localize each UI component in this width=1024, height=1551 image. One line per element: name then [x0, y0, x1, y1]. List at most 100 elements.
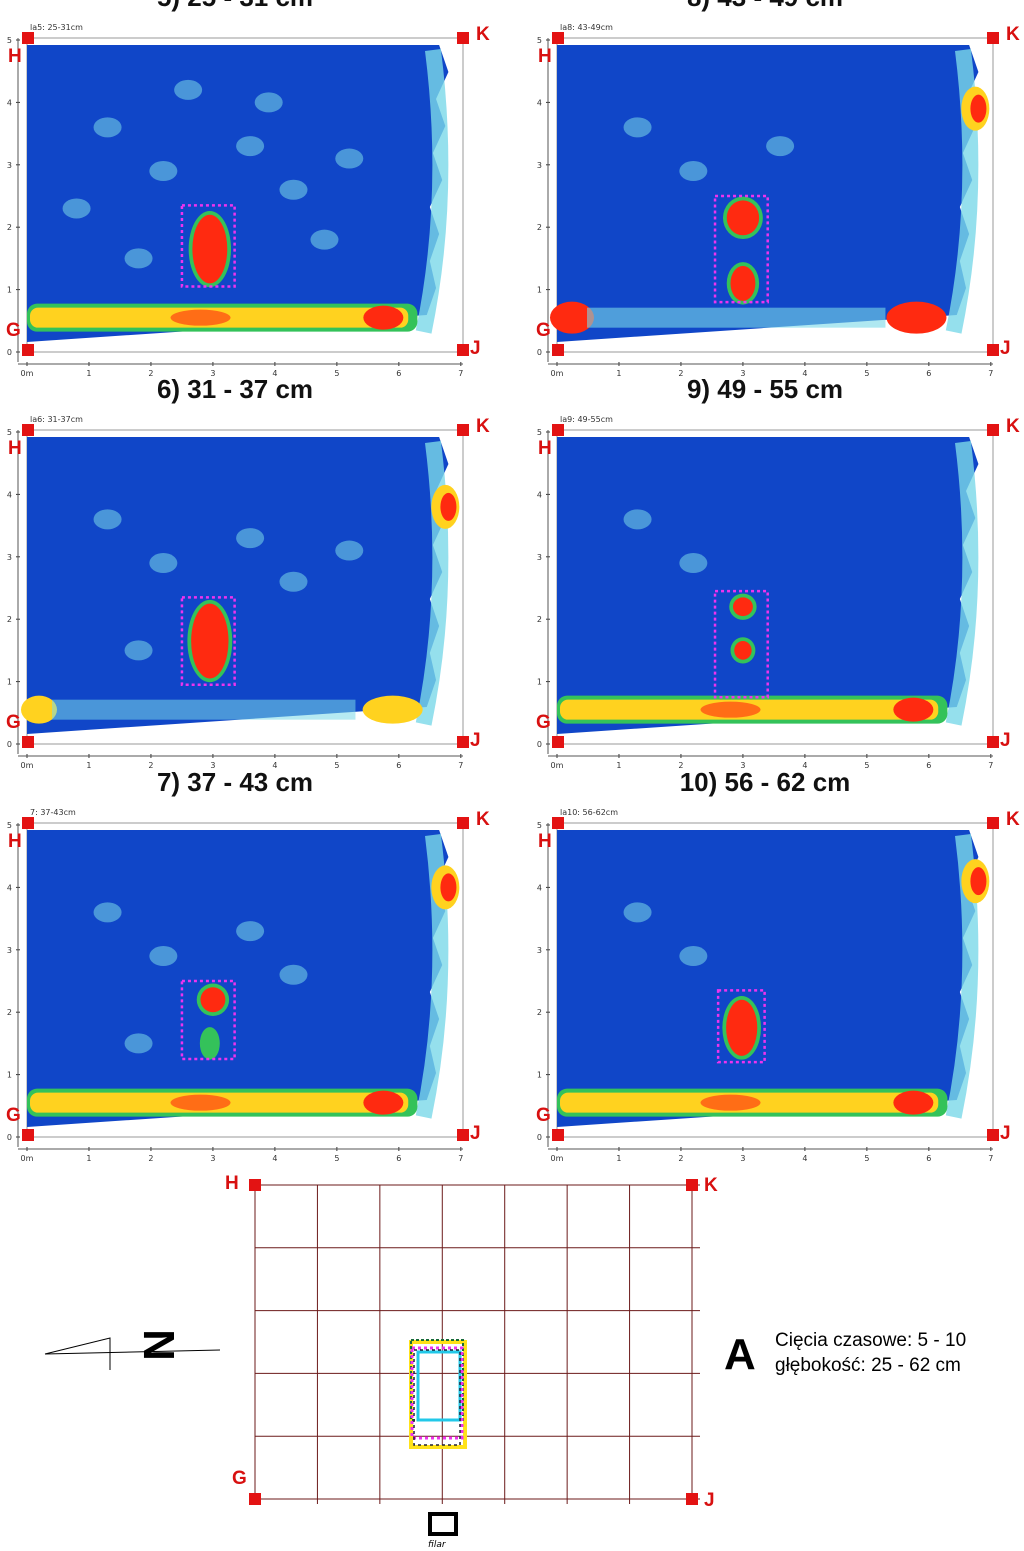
- panel-slice-7: 7) 37 - 43 cm 0m 1 2 3 4 5 6 7 0 1 2 3 4 5 7: 37-43cm: [0, 767, 470, 1170]
- corner-label: H: [8, 831, 22, 852]
- edge-band: [945, 440, 979, 726]
- corner-marker: [22, 817, 34, 829]
- low-anomaly: [124, 640, 153, 661]
- corner-label: G: [6, 712, 21, 733]
- corner-label: K: [476, 416, 490, 437]
- low-anomaly: [93, 902, 122, 923]
- overview-corner-g: G: [232, 1468, 247, 1489]
- y-tick-label: 3: [7, 946, 12, 955]
- y-tick-label: 0: [537, 1133, 542, 1142]
- heat-field: [27, 830, 449, 1127]
- x-tick-label: 2: [678, 761, 683, 770]
- bottom-peak: [893, 1090, 934, 1115]
- corner-marker: [22, 424, 34, 436]
- x-tick-label: 2: [148, 369, 153, 378]
- x-tick-label: 7: [458, 1154, 463, 1163]
- anomaly-core: [726, 999, 758, 1056]
- low-anomaly: [62, 198, 91, 219]
- bottom-peak: [21, 695, 57, 724]
- x-tick-label: 6: [396, 369, 401, 378]
- panel-title: 6) 31 - 37 cm: [156, 374, 314, 404]
- outline-yellow: [409, 1340, 467, 1449]
- x-tick-label: 5: [334, 369, 339, 378]
- low-anomaly: [679, 161, 708, 182]
- low-anomaly: [124, 1033, 153, 1054]
- overview-corner-j: J: [704, 1490, 715, 1511]
- low-anomaly: [279, 179, 308, 200]
- corner-label: H: [538, 831, 552, 852]
- outline-dark: [413, 1349, 461, 1446]
- low-anomaly: [679, 553, 708, 574]
- panel-slice-9: 9) 49 - 55 cm 0m 1 2 3 4 5 6 7 0 1 2 3 4 5 la9: 49-55…: [530, 374, 1000, 777]
- file-label: la8: 43-49cm: [560, 23, 613, 32]
- y-tick-label: 3: [537, 553, 542, 562]
- y-tick-label: 2: [7, 615, 12, 624]
- low-anomaly: [236, 528, 265, 549]
- y-tick-label: 4: [7, 883, 12, 892]
- x-tick-label: 1: [86, 761, 91, 770]
- corner-label: J: [1000, 730, 1011, 751]
- corner-marker: [457, 32, 469, 44]
- y-tick-label: 2: [537, 223, 542, 232]
- corner-marker: [22, 1129, 34, 1141]
- low-anomaly: [766, 136, 795, 157]
- x-tick-label: 0m: [551, 761, 564, 770]
- panel-slice-8: 8) 43 - 49 cm 0m 1 2 3 4 5 6 7 0 1 2 3 4 5 la8: 43-49…: [530, 0, 1000, 385]
- corner-marker: [22, 32, 34, 44]
- low-anomaly: [93, 117, 122, 138]
- corner-label: G: [6, 320, 21, 341]
- anomaly-core: [734, 641, 752, 660]
- x-tick-label: 2: [148, 1154, 153, 1163]
- x-tick-label: 5: [334, 1154, 339, 1163]
- x-tick-label: 3: [210, 1154, 215, 1163]
- low-anomaly: [124, 248, 153, 269]
- anomaly-core: [203, 1030, 217, 1056]
- edge-anomaly-core: [970, 94, 987, 123]
- panel-title: 10) 56 - 62 cm: [679, 767, 851, 797]
- overview-corner-h: H: [225, 1173, 239, 1194]
- edge-anomaly-core: [440, 492, 457, 521]
- heat-field: [27, 45, 449, 342]
- corner-marker: [457, 424, 469, 436]
- low-anomaly: [310, 229, 339, 250]
- heat-field: [557, 45, 979, 342]
- corner-marker: [987, 817, 999, 829]
- gpr-map-slice-5: 0m 1 2 3 4 5 6 7 0 1 2 3 4 5: [7, 36, 464, 378]
- pillar-outline: [713, 589, 769, 699]
- low-anomaly: [623, 509, 652, 530]
- bottom-peak: [886, 301, 947, 334]
- corner-label: H: [8, 438, 22, 459]
- legend-line-1: Cięcia czasowe: 5 - 10: [775, 1330, 967, 1351]
- x-tick-label: 5: [864, 1154, 869, 1163]
- anomaly-core: [726, 200, 760, 236]
- y-tick-label: 1: [537, 678, 542, 687]
- anomaly-core: [200, 987, 226, 1013]
- low-anomaly: [149, 553, 178, 574]
- y-tick-label: 1: [537, 1071, 542, 1080]
- y-tick-label: 0: [7, 348, 12, 357]
- north-label: N: [134, 1329, 184, 1361]
- pillar-outline: [713, 194, 769, 304]
- y-tick-label: 0: [537, 740, 542, 749]
- anomaly-core: [192, 214, 228, 284]
- anomaly-core: [730, 265, 756, 301]
- edge-band: [945, 48, 979, 334]
- low-anomaly: [254, 92, 283, 113]
- x-tick-label: 1: [616, 761, 621, 770]
- x-tick-label: 6: [926, 761, 931, 770]
- x-tick-label: 6: [926, 369, 931, 378]
- x-tick-label: 2: [678, 369, 683, 378]
- file-label: la6: 31-37cm: [30, 415, 83, 424]
- panel-title: 9) 49 - 55 cm: [686, 374, 844, 404]
- x-tick-label: 4: [272, 369, 277, 378]
- low-anomaly: [623, 902, 652, 923]
- bottom-peak: [170, 1094, 231, 1111]
- pillar-outline: [716, 989, 766, 1064]
- corner-label: J: [1000, 1123, 1011, 1144]
- x-tick-label: 4: [272, 1154, 277, 1163]
- panel-slice-5: 5) 25 - 31 cm 0m 1 2 3 4 5 6 7 0 1 2 3 4 5 la5: 25-31…: [0, 0, 470, 385]
- corner-label: G: [6, 1105, 21, 1126]
- low-anomaly: [279, 571, 308, 592]
- x-tick-label: 7: [988, 761, 993, 770]
- corner-marker: [457, 1129, 469, 1141]
